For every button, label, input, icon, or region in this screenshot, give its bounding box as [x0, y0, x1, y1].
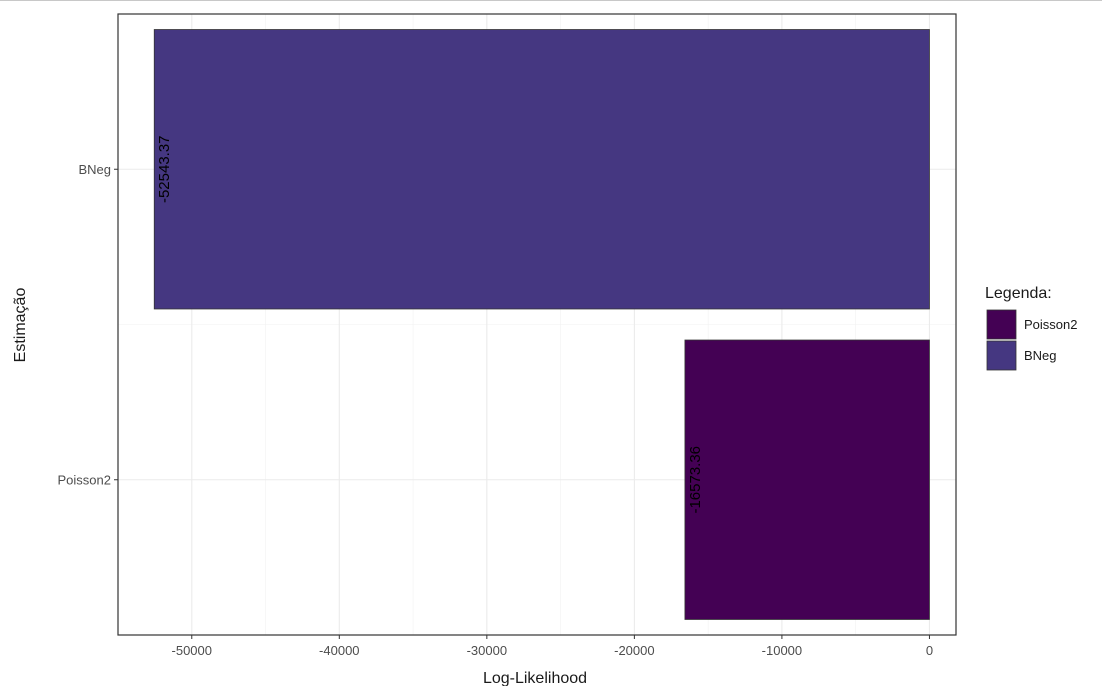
legend-title: Legenda:	[985, 285, 1052, 302]
y-axis-title: Estimação	[12, 288, 29, 363]
legend-key-poisson2	[986, 309, 1017, 340]
x-tick-label: 0	[926, 643, 933, 658]
plot-border	[117, 13, 957, 636]
legend-entries: Poisson2 BNeg	[986, 309, 1077, 371]
legend-label-bneg: BNeg	[1024, 348, 1057, 363]
legend: Legenda: Poisson2 BNeg	[985, 285, 1077, 371]
y-axis: Poisson2 BNeg	[58, 162, 118, 487]
x-tick-label: -50000	[172, 643, 212, 658]
x-axis: -50000 -40000 -30000 -20000 -10000 0	[172, 635, 933, 658]
bar-poisson2	[684, 339, 930, 620]
x-axis-title: Log-Likelihood	[483, 670, 587, 686]
top-divider	[0, 0, 1102, 5]
bars	[153, 29, 930, 620]
x-tick-label: -20000	[614, 643, 654, 658]
data-label-bneg: -52543.37	[156, 135, 173, 203]
data-label-poisson2: -16573.36	[687, 446, 704, 514]
x-tick-label: -10000	[762, 643, 802, 658]
legend-key-bneg	[986, 340, 1017, 371]
bar-bneg	[153, 29, 930, 310]
x-tick-label: -40000	[319, 643, 359, 658]
x-tick-label: -30000	[467, 643, 507, 658]
y-tick-label: BNeg	[78, 162, 111, 177]
legend-label-poisson2: Poisson2	[1024, 317, 1077, 332]
data-labels: -16573.36 -52543.37	[156, 135, 704, 513]
y-tick-label: Poisson2	[58, 472, 111, 487]
